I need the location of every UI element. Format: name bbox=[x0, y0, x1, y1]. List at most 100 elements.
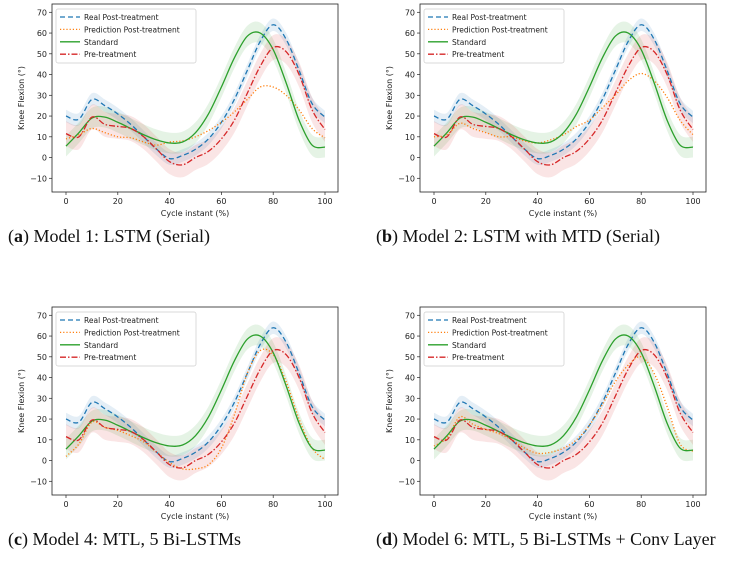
plot-area bbox=[65, 321, 326, 481]
x-tick-label: 100 bbox=[685, 500, 700, 509]
y-tick-label: 40 bbox=[405, 374, 415, 383]
legend-box bbox=[55, 8, 197, 64]
x-tick-label: 60 bbox=[584, 500, 594, 509]
y-tick-label: 0 bbox=[410, 154, 415, 163]
x-tick-label: 0 bbox=[63, 197, 68, 206]
legend-standard-label: Standard bbox=[84, 38, 118, 47]
legend-real-label: Real Post-treatment bbox=[84, 316, 159, 325]
x-tick-label: 60 bbox=[216, 500, 226, 509]
caption-a: (a) Model 1: LSTM (Serial) bbox=[8, 226, 210, 246]
x-tick-label: 40 bbox=[533, 500, 543, 509]
y-tick-label: 70 bbox=[37, 311, 47, 320]
x-tick-label: 40 bbox=[165, 197, 175, 206]
real-line bbox=[433, 24, 694, 160]
legend-pre-label: Pre-treatment bbox=[84, 353, 136, 362]
y-tick-label: 40 bbox=[37, 374, 47, 383]
y-axis-label: Knee Flexion (°) bbox=[385, 66, 394, 130]
y-tick-label: 70 bbox=[405, 8, 415, 17]
x-tick-label: 100 bbox=[317, 197, 332, 206]
x-tick-label: 60 bbox=[216, 197, 226, 206]
y-tick-label: −10 bbox=[30, 174, 47, 183]
real-line bbox=[65, 327, 326, 463]
pre-band bbox=[434, 337, 693, 481]
x-tick-label: 20 bbox=[481, 197, 491, 206]
real-line bbox=[65, 24, 326, 160]
x-axis-label: Cycle instant (%) bbox=[529, 512, 598, 521]
prediction-line bbox=[65, 348, 326, 471]
y-tick-label: 60 bbox=[405, 29, 415, 38]
caption-letter: c bbox=[14, 529, 22, 549]
caption-letter: a bbox=[14, 226, 23, 246]
axes-frame bbox=[51, 3, 339, 193]
y-tick-label: −10 bbox=[30, 477, 47, 486]
plot-area bbox=[433, 18, 694, 178]
legend: Real Post-treatment Prediction Post-treat… bbox=[423, 8, 565, 64]
standard-line bbox=[65, 31, 326, 149]
panel-c: 0 20 40 60 80 100 −10 0 10 20 30 40 50 60 70 Cycle inst… bbox=[0, 303, 375, 563]
chart-c: 0 20 40 60 80 100 −10 0 10 20 30 40 50 60 70 Cycle inst… bbox=[17, 306, 339, 521]
x-tick-label: 80 bbox=[636, 197, 646, 206]
panel-a: 0 20 40 60 80 100 −10 0 10 20 30 40 50 60 70 Cycle inst… bbox=[0, 0, 375, 260]
y-tick-label: 10 bbox=[405, 436, 415, 445]
x-tick-label: 20 bbox=[113, 197, 123, 206]
axes-frame bbox=[419, 306, 707, 496]
x-tick-label: 100 bbox=[685, 197, 700, 206]
panel-d: 0 20 40 60 80 100 −10 0 10 20 30 40 50 60 70 Cycle inst… bbox=[368, 303, 743, 563]
legend-prediction-label: Prediction Post-treatment bbox=[84, 25, 180, 34]
y-tick-label: −10 bbox=[398, 477, 415, 486]
y-tick-label: 0 bbox=[410, 457, 415, 466]
plot-area bbox=[65, 18, 326, 178]
legend-pre-label: Pre-treatment bbox=[84, 50, 136, 59]
caption-text: Model 6: MTL, 5 Bi-LSTMs + Conv Layer bbox=[402, 529, 716, 549]
y-tick-label: 30 bbox=[37, 394, 47, 403]
caption-letter: b bbox=[382, 226, 393, 246]
y-tick-label: 50 bbox=[405, 353, 415, 362]
x-tick-label: 20 bbox=[113, 500, 123, 509]
legend-prediction-label: Prediction Post-treatment bbox=[452, 328, 548, 337]
y-tick-label: 20 bbox=[37, 415, 47, 424]
y-axis-label: Knee Flexion (°) bbox=[17, 66, 26, 130]
chart-b: 0 20 40 60 80 100 −10 0 10 20 30 40 50 60 70 Cycle inst… bbox=[385, 3, 707, 218]
legend: Real Post-treatment Prediction Post-treat… bbox=[55, 8, 197, 64]
x-axis-label: Cycle instant (%) bbox=[529, 209, 598, 218]
legend-pre-label: Pre-treatment bbox=[452, 353, 504, 362]
legend-standard-label: Standard bbox=[84, 341, 118, 350]
chart-d: 0 20 40 60 80 100 −10 0 10 20 30 40 50 60 70 Cycle inst… bbox=[385, 306, 707, 521]
y-axis-label: Knee Flexion (°) bbox=[17, 369, 26, 433]
real-line bbox=[433, 327, 694, 463]
y-tick-label: 60 bbox=[37, 29, 47, 38]
y-tick-label: 30 bbox=[37, 91, 47, 100]
y-tick-label: 70 bbox=[405, 311, 415, 320]
y-tick-label: 0 bbox=[42, 154, 47, 163]
y-tick-label: 60 bbox=[37, 332, 47, 341]
legend-box bbox=[423, 8, 565, 64]
caption-d: (d) Model 6: MTL, 5 Bi-LSTMs + Conv Laye… bbox=[376, 529, 716, 549]
plot-area bbox=[433, 321, 694, 481]
x-tick-label: 40 bbox=[533, 197, 543, 206]
y-tick-label: 10 bbox=[37, 133, 47, 142]
legend-box bbox=[55, 311, 197, 367]
prediction-line bbox=[433, 72, 694, 144]
pre-band bbox=[434, 34, 693, 178]
x-tick-label: 80 bbox=[268, 500, 278, 509]
legend-standard-label: Standard bbox=[452, 38, 486, 47]
caption-letter: d bbox=[382, 529, 393, 549]
legend-box bbox=[423, 311, 565, 367]
prediction-line bbox=[65, 85, 326, 146]
y-tick-label: 10 bbox=[37, 436, 47, 445]
caption-text: Model 2: LSTM with MTD (Serial) bbox=[402, 226, 660, 246]
y-tick-label: 50 bbox=[37, 353, 47, 362]
y-tick-label: 0 bbox=[42, 457, 47, 466]
chart-a: 0 20 40 60 80 100 −10 0 10 20 30 40 50 60 70 Cycle inst… bbox=[17, 3, 339, 218]
legend: Real Post-treatment Prediction Post-treat… bbox=[55, 311, 197, 367]
standard-line bbox=[433, 334, 694, 452]
standard-line bbox=[65, 334, 326, 452]
legend-pre-label: Pre-treatment bbox=[452, 50, 504, 59]
y-tick-label: 50 bbox=[37, 50, 47, 59]
x-tick-label: 80 bbox=[268, 197, 278, 206]
legend-real-label: Real Post-treatment bbox=[84, 13, 159, 22]
legend-standard-label: Standard bbox=[452, 341, 486, 350]
y-tick-label: 30 bbox=[405, 91, 415, 100]
caption-c: (c) Model 4: MTL, 5 Bi-LSTMs bbox=[8, 529, 242, 549]
legend-prediction-label: Prediction Post-treatment bbox=[84, 328, 180, 337]
